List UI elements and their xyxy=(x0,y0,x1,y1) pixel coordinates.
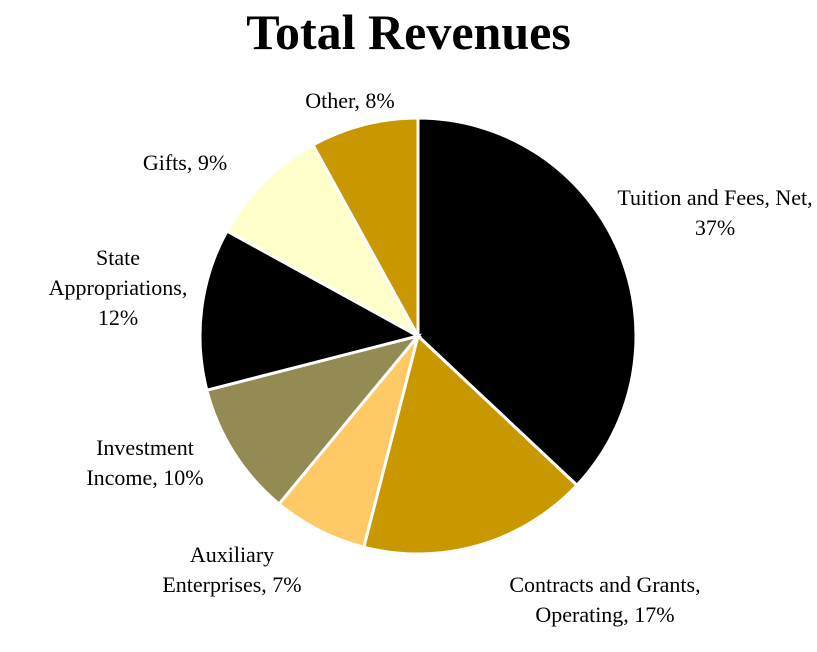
data-label: Auxiliary Enterprises, 7% xyxy=(162,542,302,597)
pie-slice: Gifts xyxy=(224,142,422,340)
data-label: Gifts, 9% xyxy=(142,150,228,175)
pie-slice: State Appropriations xyxy=(198,228,423,393)
data-label: Investment Income, 10% xyxy=(86,435,204,490)
pie-slice: Other xyxy=(310,116,420,337)
data-label: State Appropriations, 12% xyxy=(48,245,188,330)
chart-title: Total Revenues xyxy=(246,4,571,60)
data-label: Tuition and Fees, Net, 37% xyxy=(617,185,813,240)
data-label: Other, 8% xyxy=(305,88,395,113)
pie-slice: Tuition and Fees, Net xyxy=(416,116,638,488)
data-label: Contracts and Grants, Operating, 17% xyxy=(509,572,701,627)
pie-slice: Contracts and Grants, Operating xyxy=(361,333,580,556)
